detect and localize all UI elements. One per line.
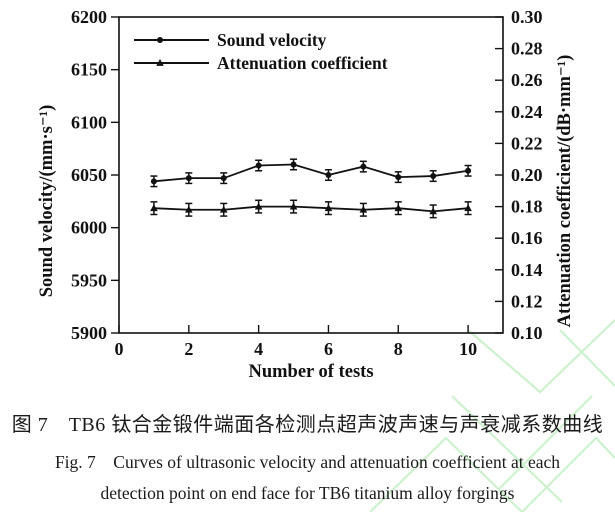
legend-label: Sound velocity xyxy=(217,30,327,50)
left-axis-title: Sound velocity/(mm·s⁻¹) xyxy=(37,105,57,298)
triangle-marker xyxy=(429,207,437,215)
triangle-marker xyxy=(219,205,228,213)
circle-marker xyxy=(325,172,332,178)
series-line xyxy=(153,163,469,183)
left-tick-label: 5900 xyxy=(71,323,107,343)
circle-marker xyxy=(290,161,297,168)
right-tick-label: 0.16 xyxy=(511,228,543,248)
left-tick-label: 6050 xyxy=(71,165,107,185)
x-tick-label: 0 xyxy=(115,339,124,359)
left-tick-label: 6000 xyxy=(71,218,107,238)
legend-label: Attenuation coefficient xyxy=(217,53,388,73)
series-line xyxy=(153,205,469,213)
series-sound-velocity xyxy=(150,158,472,188)
caption-english-line1: Fig. 7 Curves of ultrasonic velocity and… xyxy=(54,452,561,472)
right-tick-label: 0.10 xyxy=(511,323,543,343)
right-tick-label: 0.30 xyxy=(511,7,543,27)
x-tick-label: 4 xyxy=(254,339,263,359)
series-attenuation-coefficient xyxy=(150,199,472,219)
x-tick-label: 6 xyxy=(324,339,333,359)
circle-marker xyxy=(395,174,402,181)
triangle-marker xyxy=(464,204,472,212)
right-axis: 0.10 0.12 0.14 0.16 0.18 0.20 0.22 0.24 0.26 0.28… xyxy=(495,7,575,343)
x-tick-label: 8 xyxy=(394,339,403,359)
triangle-marker xyxy=(156,59,164,66)
triangle-marker xyxy=(324,204,333,212)
x-tick-label: 10 xyxy=(459,339,477,359)
triangle-marker xyxy=(254,202,263,210)
left-tick-label: 6100 xyxy=(71,112,107,132)
legend: Sound velocity Attenuation coefficient xyxy=(134,30,388,73)
right-tick-label: 0.20 xyxy=(511,165,543,185)
legend-item: Attenuation coefficient xyxy=(134,53,388,73)
caption-english-line2: detection point on end face for TB6 tita… xyxy=(100,483,515,503)
circle-marker xyxy=(360,163,367,170)
left-tick-label: 6200 xyxy=(71,7,107,27)
x-axis-title: Number of tests xyxy=(248,362,373,382)
circle-marker xyxy=(465,167,472,174)
triangle-marker xyxy=(289,202,298,210)
chart-figure: 0 2 4 6 8 10 Number of tests 5900 5950 6000 6050 61… xyxy=(37,7,575,382)
right-tick-label: 0.28 xyxy=(511,39,543,59)
right-tick-label: 0.24 xyxy=(511,102,543,122)
circle-marker xyxy=(157,37,163,43)
right-tick-label: 0.18 xyxy=(511,197,543,217)
figure-caption: 图 7 TB6 钛合金锻件端面各检测点超声波声速与声衰减系数曲线 Fig. 7 … xyxy=(0,400,615,504)
circle-marker xyxy=(220,175,227,182)
chart-canvas: 0 2 4 6 8 10 Number of tests 5900 5950 6000 6050 61… xyxy=(37,7,575,382)
right-tick-label: 0.12 xyxy=(511,291,543,311)
circle-marker xyxy=(185,175,192,182)
circle-marker xyxy=(150,178,157,185)
x-tick-label: 2 xyxy=(184,339,193,359)
right-tick-label: 0.22 xyxy=(511,133,543,153)
triangle-marker xyxy=(359,205,368,213)
circle-marker xyxy=(255,162,262,169)
right-tick-label: 0.14 xyxy=(511,260,543,280)
legend-item: Sound velocity xyxy=(134,30,327,50)
triangle-marker xyxy=(394,204,403,212)
left-tick-label: 5950 xyxy=(71,270,107,290)
right-axis-title: Attenuation coefficient/(dB·mm⁻¹) xyxy=(555,55,575,328)
left-tick-label: 6150 xyxy=(71,60,107,80)
left-axis: 5900 5950 6000 6050 6100 6150 6200 Sound veloci… xyxy=(37,7,119,343)
triangle-marker xyxy=(150,204,158,212)
caption-chinese: 图 7 TB6 钛合金锻件端面各检测点超声波声速与声衰减系数曲线 xyxy=(11,414,604,436)
triangle-marker xyxy=(185,205,193,213)
right-tick-label: 0.26 xyxy=(511,70,543,90)
circle-marker xyxy=(430,173,437,180)
